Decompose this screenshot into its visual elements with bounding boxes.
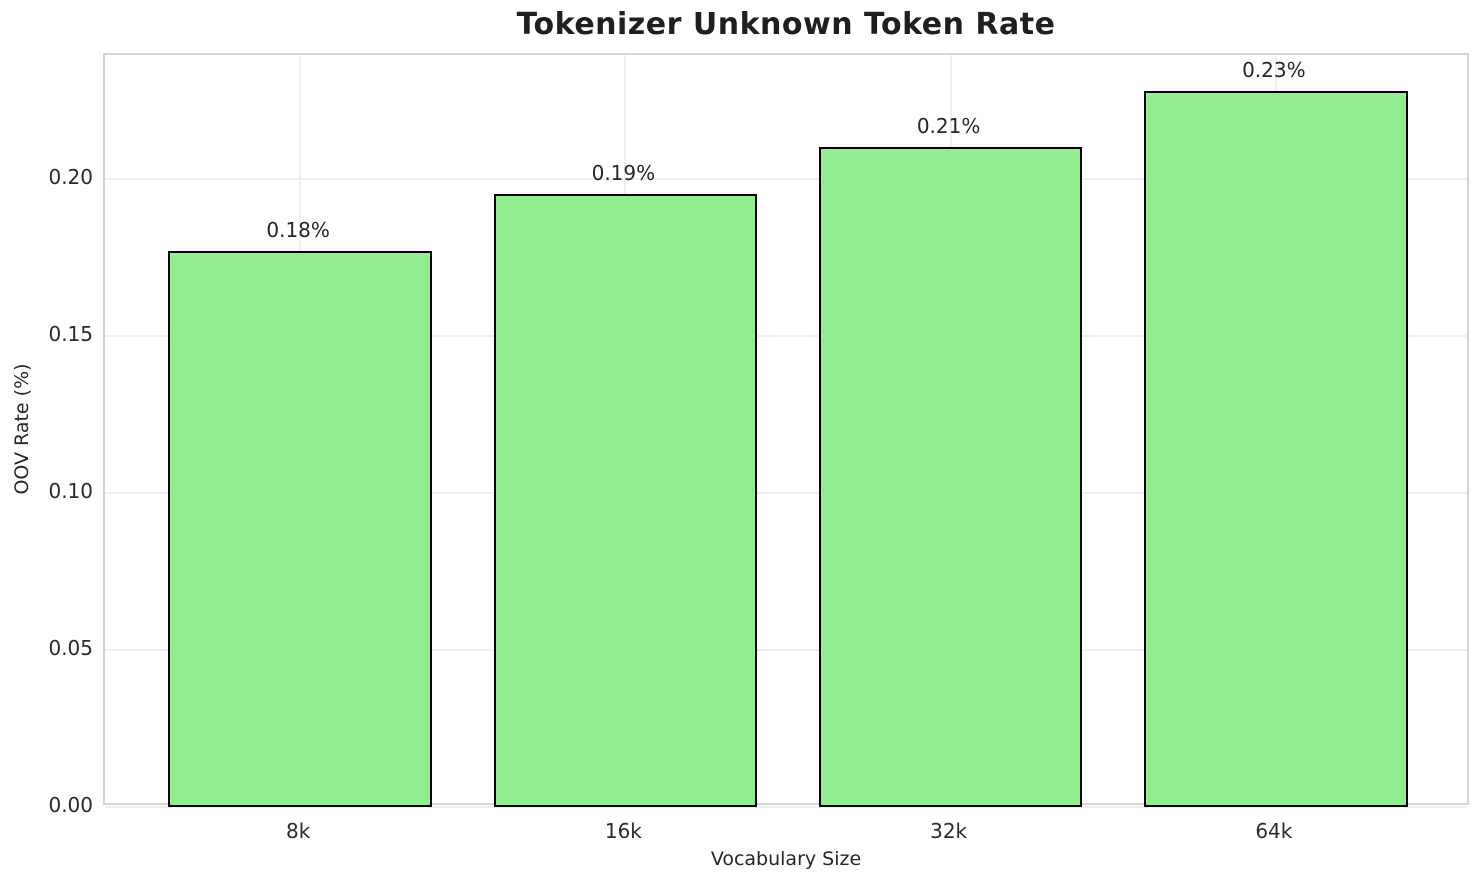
horizontal-gridline <box>105 177 1467 180</box>
bar-value-label: 0.23% <box>1242 57 1306 82</box>
x-axis-label: Vocabulary Size <box>710 848 862 870</box>
bar-64k <box>1144 90 1408 807</box>
horizontal-gridline <box>105 334 1467 337</box>
x-tick-label: 16k <box>604 819 642 843</box>
y-tick-label: 0.15 <box>48 321 93 346</box>
chart-title: Tokenizer Unknown Token Rate <box>516 7 1056 42</box>
x-tick-label: 32k <box>930 819 968 843</box>
horizontal-gridline <box>105 648 1467 651</box>
y-tick-label: 0.05 <box>48 635 93 660</box>
bar-value-label: 0.18% <box>266 218 330 242</box>
bar-value-label: 0.19% <box>591 161 656 186</box>
bar-16k <box>493 194 758 807</box>
plot-area <box>103 53 1469 808</box>
bar-value-label: 0.21% <box>916 114 981 139</box>
x-tick-label: 64k <box>1255 819 1293 843</box>
bar-32k <box>818 147 1083 807</box>
horizontal-gridline <box>105 491 1467 494</box>
y-axis-label: OOV Rate (%) <box>11 363 33 495</box>
bar-8k <box>168 251 432 807</box>
x-tick-label: 8k <box>285 819 311 843</box>
y-tick-label: 0.20 <box>48 164 93 189</box>
y-tick-label: 0.10 <box>48 478 93 503</box>
y-tick-label: 0.00 <box>48 793 93 817</box>
horizontal-gridline <box>105 806 1467 808</box>
